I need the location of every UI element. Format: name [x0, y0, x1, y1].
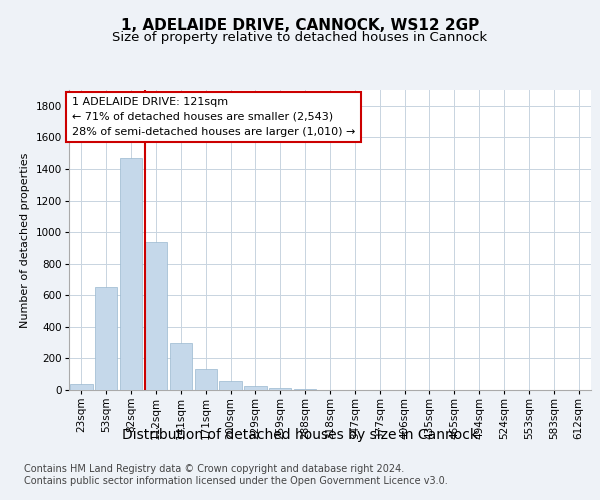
- Text: Size of property relative to detached houses in Cannock: Size of property relative to detached ho…: [112, 31, 488, 44]
- Bar: [145, 242, 167, 390]
- Text: 1, ADELAIDE DRIVE, CANNOCK, WS12 2GP: 1, ADELAIDE DRIVE, CANNOCK, WS12 2GP: [121, 18, 479, 32]
- Bar: [194, 370, 217, 390]
- Bar: [269, 388, 292, 390]
- Bar: [70, 384, 92, 390]
- Bar: [220, 380, 242, 390]
- Bar: [294, 388, 316, 390]
- Text: Contains HM Land Registry data © Crown copyright and database right 2024.: Contains HM Land Registry data © Crown c…: [24, 464, 404, 474]
- Y-axis label: Number of detached properties: Number of detached properties: [20, 152, 30, 328]
- Bar: [170, 344, 192, 390]
- Bar: [95, 286, 118, 390]
- Text: 1 ADELAIDE DRIVE: 121sqm
← 71% of detached houses are smaller (2,543)
28% of sem: 1 ADELAIDE DRIVE: 121sqm ← 71% of detach…: [72, 97, 355, 136]
- Bar: [244, 386, 266, 390]
- Text: Distribution of detached houses by size in Cannock: Distribution of detached houses by size …: [122, 428, 478, 442]
- Bar: [120, 158, 142, 390]
- Text: Contains public sector information licensed under the Open Government Licence v3: Contains public sector information licen…: [24, 476, 448, 486]
